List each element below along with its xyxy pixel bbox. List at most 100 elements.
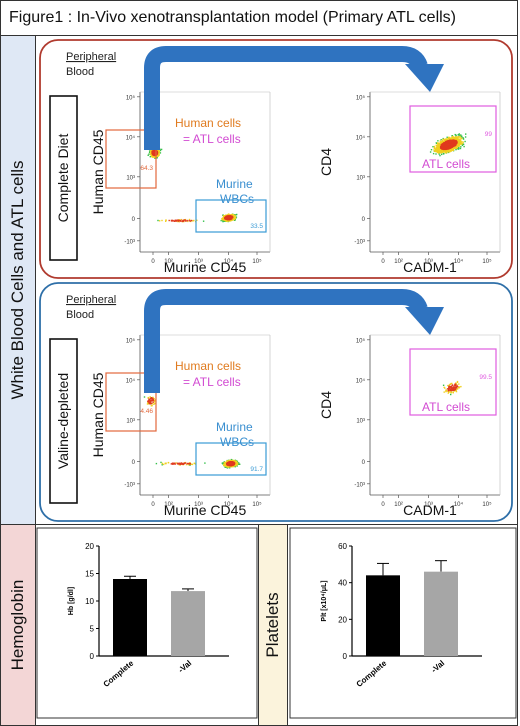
x-tick-label: 10² xyxy=(394,502,403,508)
plot2-xlabel: CADM-1 xyxy=(403,259,457,275)
event-dot xyxy=(460,135,462,137)
y-tick-label: 10⁴ xyxy=(356,134,366,141)
peripheral-blood-label: Peripheral xyxy=(66,294,116,306)
event-dot xyxy=(450,382,452,385)
plot2-ylabel: CD4 xyxy=(318,148,334,176)
atl-gate xyxy=(409,105,497,173)
event-dot xyxy=(447,384,449,387)
event-dot xyxy=(153,398,155,400)
y-tick-label: 10³ xyxy=(356,418,365,424)
event-dot xyxy=(189,464,191,466)
event-dot xyxy=(457,134,459,136)
event-dot xyxy=(442,140,445,142)
y-tick-label: -10³ xyxy=(354,482,365,488)
x-tick-label: 0 xyxy=(151,259,155,265)
event-dot xyxy=(435,153,437,155)
event-dot xyxy=(437,146,440,148)
event-dot xyxy=(236,460,239,463)
event-dot xyxy=(453,386,455,389)
event-dot xyxy=(450,393,452,396)
event-dot xyxy=(452,387,454,389)
event-dot xyxy=(448,137,451,139)
event-dot xyxy=(447,137,450,139)
event-dot xyxy=(174,219,176,222)
event-dot xyxy=(191,463,193,465)
event-dot xyxy=(152,399,155,402)
event-dot xyxy=(235,216,238,218)
plot2-ylabel: CD4 xyxy=(318,391,334,419)
x-tick-label: 10² xyxy=(394,259,403,265)
event-dot xyxy=(149,396,151,398)
y-tick-label: 0 xyxy=(362,217,366,223)
event-dot xyxy=(174,463,176,465)
event-dot xyxy=(438,153,440,155)
event-dot xyxy=(161,464,163,466)
event-dot xyxy=(178,221,180,223)
y-tick-label: 10³ xyxy=(356,175,365,181)
event-dot xyxy=(148,153,150,155)
event-dot xyxy=(461,136,463,138)
x-tick-label: 10⁵ xyxy=(482,501,492,508)
event-dot xyxy=(196,219,198,221)
event-dot xyxy=(454,384,457,387)
flow-panel-valine-depleted: Peripheral Blood Valine-depleted Human CD45… xyxy=(39,282,513,522)
event-dot xyxy=(151,156,153,158)
event-dot xyxy=(449,388,452,390)
event-dot xyxy=(180,218,183,221)
event-dot xyxy=(433,146,436,148)
plot2-xlabel: CADM-1 xyxy=(403,502,457,518)
atl-cells-label: ATL cells xyxy=(422,157,470,171)
gate-arrow xyxy=(144,289,428,393)
event-dot xyxy=(223,463,226,465)
event-dot xyxy=(465,133,467,135)
event-dot xyxy=(439,149,441,152)
event-dot xyxy=(180,219,182,222)
plot1-xlabel: Murine CD45 xyxy=(164,259,247,275)
condition-label: Valine-depleted xyxy=(55,373,71,469)
event-dot xyxy=(449,150,452,152)
y-tick-label: 10⁴ xyxy=(126,134,136,141)
event-dot xyxy=(450,150,452,152)
event-dot xyxy=(186,463,189,465)
event-dot xyxy=(448,391,450,393)
event-dot xyxy=(150,403,153,405)
event-dot xyxy=(161,462,163,465)
event-dot xyxy=(225,462,227,464)
y-tick-label: -10³ xyxy=(124,239,135,245)
platelets-label: Platelets xyxy=(263,592,282,658)
event-dot xyxy=(456,383,458,386)
event-dot xyxy=(143,396,146,398)
event-dot xyxy=(442,137,444,140)
event-dot xyxy=(454,387,456,389)
panel-border xyxy=(39,39,513,279)
event-dot xyxy=(462,137,464,139)
event-dot xyxy=(457,137,459,139)
event-dot xyxy=(147,397,149,399)
event-dot xyxy=(461,135,463,137)
x-tick-label: 10³ xyxy=(194,502,203,508)
event-dot xyxy=(437,140,439,142)
event-dot xyxy=(160,148,163,151)
event-dot xyxy=(455,148,457,151)
event-dot xyxy=(450,388,452,390)
event-dot xyxy=(441,139,443,141)
title-bar: Figure1 : In-Vivo xenotransplantation mo… xyxy=(0,0,518,36)
human-gate-percent: 64.3 xyxy=(140,165,153,172)
event-dot xyxy=(181,463,184,465)
x-tick-label: 10³ xyxy=(424,502,433,508)
event-dot xyxy=(232,218,235,221)
event-dot xyxy=(180,463,182,465)
event-dot xyxy=(439,140,441,142)
event-dot xyxy=(167,462,170,464)
event-dot xyxy=(453,385,455,388)
event-dot xyxy=(161,219,163,222)
event-dot xyxy=(464,140,466,143)
event-dot xyxy=(189,220,192,222)
event-dot xyxy=(171,220,173,222)
event-dot xyxy=(184,220,187,222)
atl-gate-percent: 99.5 xyxy=(479,374,492,381)
event-dot xyxy=(187,219,189,222)
x-tick-label: 10² xyxy=(164,502,173,508)
event-dot xyxy=(440,153,443,156)
event-dot xyxy=(438,145,440,147)
